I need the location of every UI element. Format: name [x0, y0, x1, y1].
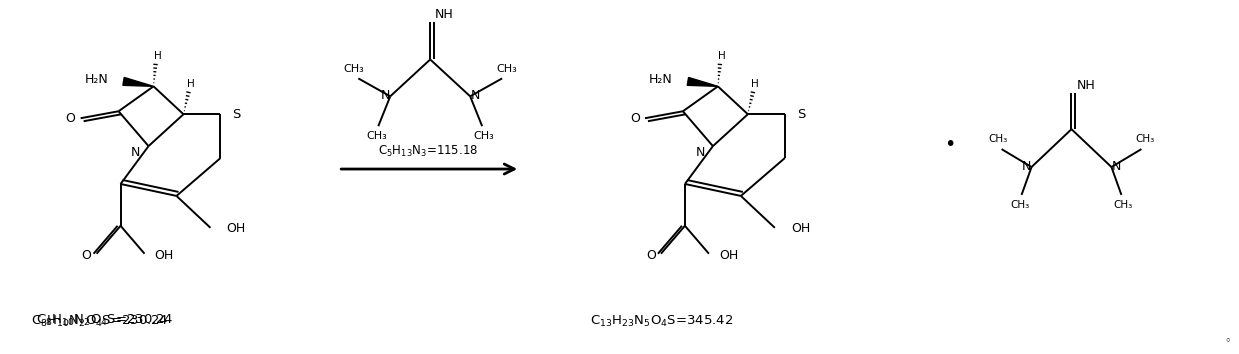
Text: CH₃: CH₃: [497, 64, 518, 74]
Text: ◦: ◦: [1224, 336, 1230, 346]
Text: N: N: [471, 89, 479, 102]
Text: $\mathregular{C_5H_{13}N_3}$=115.18: $\mathregular{C_5H_{13}N_3}$=115.18: [378, 144, 478, 159]
Text: N: N: [1022, 160, 1031, 172]
Text: CH₃: CH₃: [473, 131, 494, 141]
Text: OH: OH: [155, 249, 173, 262]
Text: $\mathregular{C_8H_{10}N_2O_4S}$=230.24: $\mathregular{C_8H_{10}N_2O_4S}$=230.24: [36, 313, 173, 329]
Text: CH₃: CH₃: [1010, 200, 1030, 210]
Text: N: N: [1111, 160, 1121, 172]
Text: N: N: [695, 145, 705, 159]
Text: O: O: [646, 249, 655, 262]
Text: O: O: [66, 112, 76, 125]
Text: NH: NH: [435, 8, 453, 21]
Text: CH₃: CH₃: [987, 134, 1007, 144]
Text: S: S: [233, 108, 240, 121]
Text: OH: OH: [719, 249, 738, 262]
Text: S: S: [797, 108, 805, 121]
Polygon shape: [123, 78, 154, 86]
Text: H₂N: H₂N: [84, 73, 109, 86]
Text: OH: OH: [790, 222, 810, 235]
Text: OH: OH: [227, 222, 245, 235]
Text: H: H: [154, 51, 161, 62]
Text: NH: NH: [1077, 79, 1095, 92]
Text: N: N: [131, 145, 140, 159]
Text: H₂N: H₂N: [649, 73, 673, 86]
Text: CH₃: CH₃: [366, 131, 387, 141]
Text: H: H: [187, 79, 195, 89]
Text: H: H: [719, 51, 726, 62]
Polygon shape: [688, 78, 717, 86]
Text: CH₃: CH₃: [1136, 134, 1155, 144]
Text: $\mathregular{C_8H_{10}N_2O_4S}$=230.24: $\mathregular{C_8H_{10}N_2O_4S}$=230.24: [31, 314, 169, 330]
Text: •: •: [944, 135, 955, 154]
Text: N: N: [380, 89, 390, 102]
Text: CH₃: CH₃: [1114, 200, 1132, 210]
Text: $\mathregular{C_{13}H_{23}N_5O_4S}$=345.42: $\mathregular{C_{13}H_{23}N_5O_4S}$=345.…: [590, 314, 733, 330]
Text: O: O: [631, 112, 639, 125]
Text: CH₃: CH₃: [343, 64, 364, 74]
Text: O: O: [82, 249, 92, 262]
Text: H: H: [751, 79, 758, 89]
